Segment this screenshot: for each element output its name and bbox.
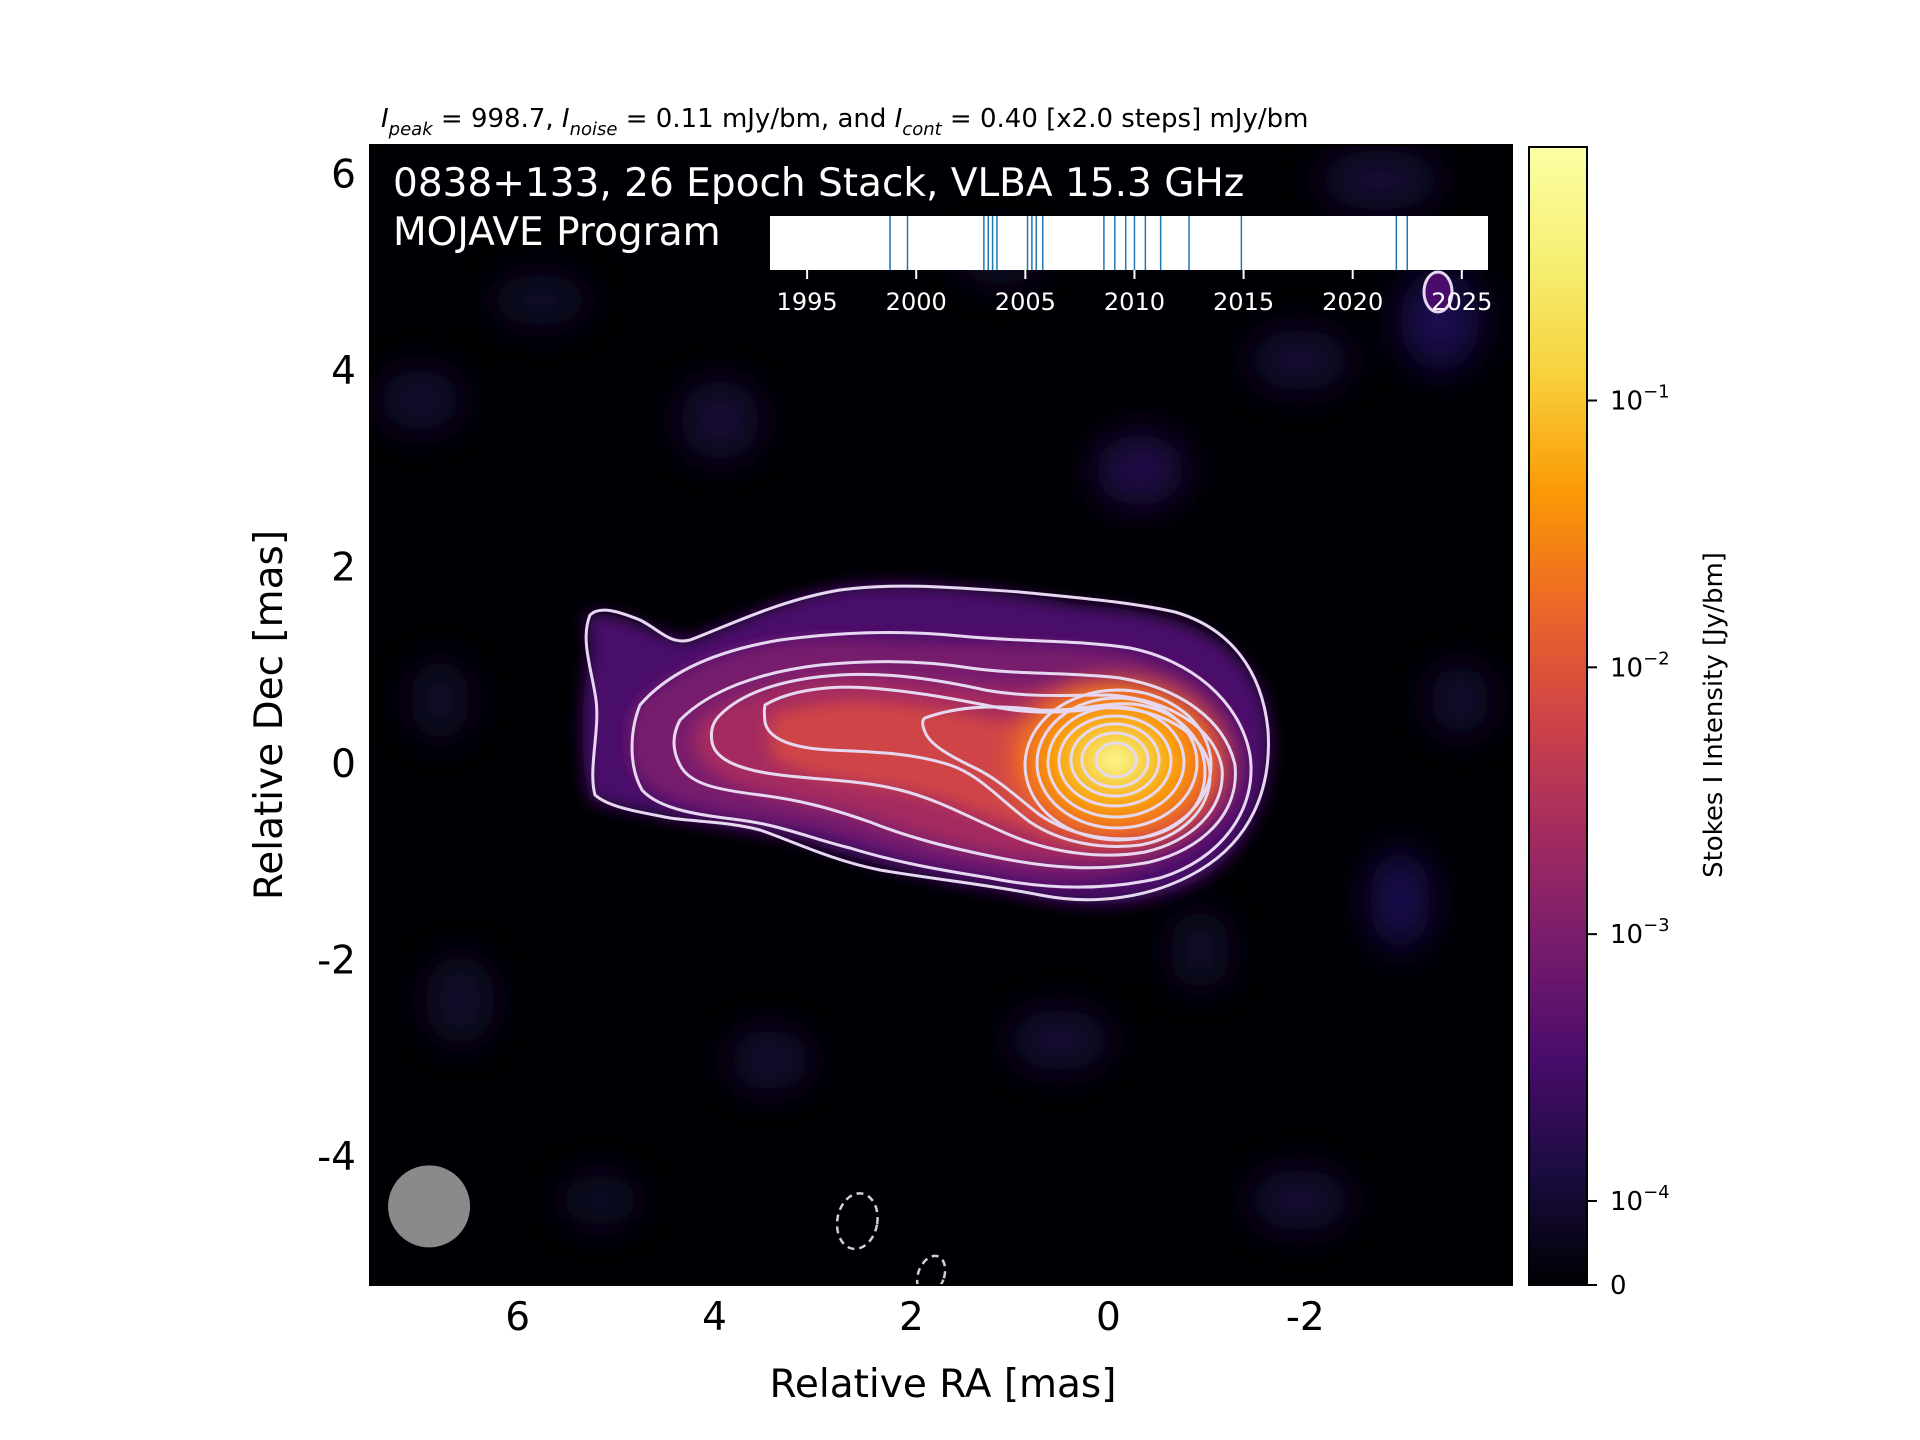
contour-level-10 [1057, 714, 1173, 808]
timeline-tick-label: 2005 [995, 288, 1056, 316]
colorbar-tick-label: 0 [1610, 1271, 1627, 1301]
y-tick-label: -2 [317, 939, 356, 984]
colorbar-tick-label: 10−4 [1610, 1182, 1670, 1217]
colorbar-tick-label: 10−1 [1610, 381, 1670, 416]
colorbar-tick-label: 10−2 [1610, 648, 1670, 683]
timeline-tick-label: 2025 [1431, 288, 1492, 316]
timeline-tick-label: 2010 [1104, 288, 1165, 316]
colorbar: 0 10−4 10−3 10−2 10−1 Stokes I Intensity [Jy… [1528, 146, 1729, 1301]
map-frame [369, 144, 1513, 1286]
y-axis-ticks: 6 4 2 0 -2 -4 [317, 152, 1512, 1180]
negative-contour [835, 1192, 879, 1251]
negative-contour [915, 1254, 947, 1285]
contour-level-7 [1023, 688, 1213, 842]
y-tick-label: 4 [331, 349, 356, 394]
x-axis-ticks: 6 4 2 0 -2 [505, 145, 1325, 1340]
colorbar-tick-label: 10−3 [1610, 915, 1670, 950]
i-cont-symbol: I [895, 104, 903, 134]
x-tick-label: 2 [899, 1295, 924, 1340]
noise-field [380, 150, 1490, 1285]
y-tick-label: 6 [331, 152, 356, 197]
y-tick-label: 0 [331, 742, 356, 787]
timeline-epoch-lines [889, 216, 1409, 270]
intensity-map: 0838+133, 26 Epoch Stack, VLBA 15.3 GHz … [317, 144, 1513, 1340]
y-tick-label: -4 [317, 1135, 356, 1180]
contour-level-8 [1035, 696, 1199, 830]
x-axis-label: Relative RA [mas] [770, 1362, 1117, 1407]
beam-ellipse [388, 1165, 471, 1248]
contour-level-11 [1069, 722, 1161, 798]
colorbar-ticks: 0 10−4 10−3 10−2 10−1 [1587, 381, 1670, 1301]
contour-lines [584, 584, 1270, 902]
i-peak-value: = 998.7, [433, 104, 562, 134]
x-tick-label: 0 [1096, 1295, 1121, 1340]
edge-contour [1422, 270, 1454, 314]
timeline-ticks: 1995 2000 2005 2010 2015 2020 2025 [777, 270, 1492, 316]
y-axis-label: Relative Dec [mas] [247, 530, 292, 900]
timeline-tick-label: 1995 [777, 288, 838, 316]
contour-level-1 [584, 584, 1270, 902]
x-tick-label: 4 [702, 1295, 727, 1340]
contour-level-9 [1046, 705, 1186, 819]
i-peak-subscript: peak [388, 119, 435, 140]
contour-level-13 [1094, 741, 1138, 779]
contour-level-4 [709, 672, 1224, 857]
x-tick-label: -2 [1286, 1295, 1325, 1340]
colorbar-label: Stokes I Intensity [Jy/bm] [1699, 552, 1729, 878]
colorbar-gradient [1528, 146, 1588, 1286]
overlay-title-line1: 0838+133, 26 Epoch Stack, VLBA 15.3 GHz [393, 161, 1244, 206]
timeline-tick-label: 2015 [1213, 288, 1274, 316]
contour-level-2 [630, 631, 1253, 889]
overlay-title-line2: MOJAVE Program [393, 210, 721, 255]
contour-level-5 [762, 685, 1212, 848]
epoch-timeline: 1995 2000 2005 2010 2015 2020 2025 [770, 216, 1492, 316]
i-noise-value: = 0.11 mJy/bm, and [617, 104, 894, 134]
negative-contours [835, 1192, 947, 1285]
timeline-tick-label: 2000 [886, 288, 947, 316]
contour-level-3 [672, 660, 1237, 870]
x-tick-label: 6 [505, 1295, 530, 1340]
i-cont-value: = 0.40 [x2.0 steps] mJy/bm [942, 104, 1309, 134]
i-peak-symbol: I [381, 104, 389, 134]
y-tick-label: 2 [331, 546, 356, 591]
contour-level-12 [1080, 731, 1150, 789]
i-noise-subscript: noise [570, 119, 618, 140]
timeline-box [770, 216, 1488, 270]
i-noise-symbol: I [562, 104, 570, 134]
i-cont-subscript: cont [902, 119, 942, 140]
map-header: Ipeak = 998.7, Inoise = 0.11 mJy/bm, and… [381, 104, 1308, 140]
timeline-tick-label: 2020 [1322, 288, 1383, 316]
